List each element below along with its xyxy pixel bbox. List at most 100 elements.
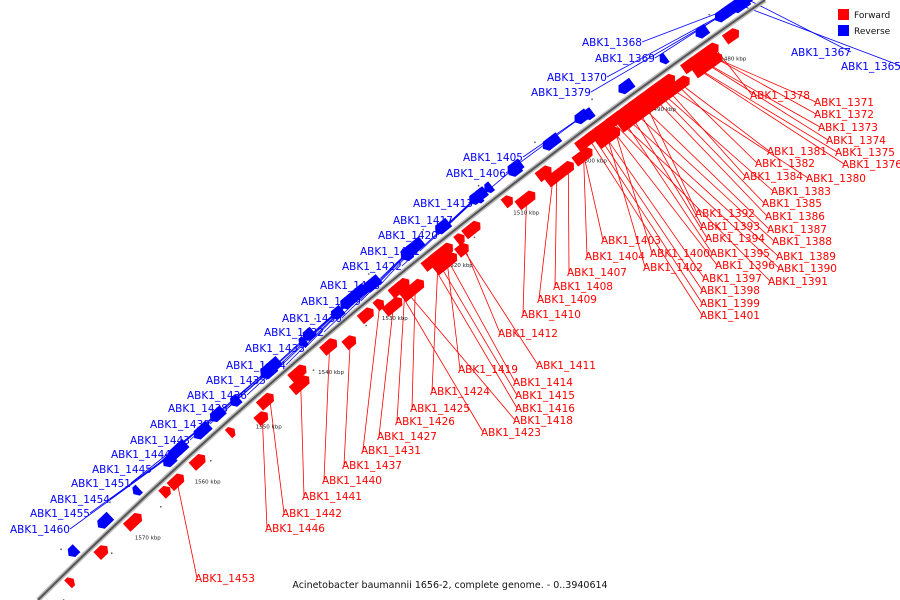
forward-gene-arrow xyxy=(686,56,699,70)
reverse-gene-arrow xyxy=(484,181,495,194)
gene-label: ABK1_1378 xyxy=(750,90,810,102)
gene-label: ABK1_1413 xyxy=(413,198,473,210)
gene-label: ABK1_1372 xyxy=(814,109,874,121)
forward-gene-arrow xyxy=(381,296,403,317)
gene-label: ABK1_1428 xyxy=(320,280,380,292)
forward-gene-arrow xyxy=(454,242,469,258)
minor-mark xyxy=(109,501,111,504)
legend: Forward Reverse xyxy=(838,9,891,37)
gene-label: ABK1_1423 xyxy=(481,427,541,439)
forward-gene-arrow xyxy=(395,281,406,293)
leader-line xyxy=(583,155,588,257)
leader-line xyxy=(269,397,285,514)
leader-line xyxy=(637,115,775,242)
leader-line xyxy=(176,480,198,579)
forward-gene-arrow xyxy=(166,473,185,492)
gene-label: ABK1_1432 xyxy=(264,327,324,339)
legend-label-reverse: Reverse xyxy=(854,27,891,37)
gene-label: ABK1_1417 xyxy=(393,215,453,227)
gene-label: ABK1_1368 xyxy=(582,37,642,49)
reverse-gene-arrow xyxy=(435,217,453,235)
leader-line xyxy=(606,138,705,279)
leader-line xyxy=(670,78,758,164)
minor-mark xyxy=(649,55,652,58)
leader-line xyxy=(625,123,713,254)
forward-gene-arrow xyxy=(122,512,143,532)
minor-mark xyxy=(159,505,162,508)
forward-gene-arrow xyxy=(224,427,236,439)
gene-label: ABK1_1441 xyxy=(302,491,362,503)
forward-gene-arrow xyxy=(571,147,593,167)
gene-label: ABK1_1397 xyxy=(702,273,762,285)
gene-label: ABK1_1396 xyxy=(715,260,775,272)
gene-label: ABK1_1439 xyxy=(150,419,210,431)
reverse-gene-arrow xyxy=(618,77,636,95)
reverse-gene-arrow xyxy=(508,162,524,177)
leader-line xyxy=(430,261,518,409)
gene-label: ABK1_1401 xyxy=(700,310,760,322)
leader-line xyxy=(706,52,817,115)
tick-label: 1500 kbp xyxy=(581,159,607,165)
legend-swatch-forward xyxy=(838,9,849,20)
leader-line xyxy=(698,58,829,141)
forward-gene-arrow xyxy=(158,485,171,499)
backbone-line xyxy=(37,0,766,600)
gene-label: ABK1_1404 xyxy=(585,251,645,263)
leader-line xyxy=(447,260,516,383)
gene-label: ABK1_1431 xyxy=(361,445,421,457)
leader-line xyxy=(596,132,703,291)
reverse-gene-arrow xyxy=(714,6,732,23)
forward-gene-arrow xyxy=(609,110,625,126)
forward-gene-arrow xyxy=(287,364,307,384)
leader-line xyxy=(343,341,351,466)
gene-label: ABK1_1382 xyxy=(755,158,815,170)
gene-label: ABK1_1394 xyxy=(705,233,765,245)
gene-label: ABK1_1393 xyxy=(700,221,760,233)
forward-gene-arrow xyxy=(255,395,271,411)
gene-label: ABK1_1435 xyxy=(206,375,266,387)
forward-gene-arrow xyxy=(574,140,585,152)
forward-gene-arrow xyxy=(721,28,739,45)
gene-label: ABK1_1365 xyxy=(841,61,900,73)
gene-label: ABK1_1369 xyxy=(595,53,655,65)
reverse-gene-arrow xyxy=(168,442,186,460)
leader-line xyxy=(680,83,770,152)
gene-label: ABK1_1392 xyxy=(695,208,755,220)
leader-line xyxy=(656,100,768,217)
tick-label: 1520 kbp xyxy=(447,263,473,269)
gene-label: ABK1_1442 xyxy=(282,508,342,520)
gene-label: ABK1_1444 xyxy=(111,449,171,461)
gene-label: ABK1_1370 xyxy=(547,72,607,84)
forward-gene-arrow xyxy=(500,195,513,209)
leader-line xyxy=(611,121,653,254)
leader-line xyxy=(209,334,309,425)
leader-line xyxy=(737,3,900,67)
gene-label: ABK1_1367 xyxy=(791,47,851,59)
reverse-gene-arrow xyxy=(574,110,589,125)
reverse-gene-arrow xyxy=(298,336,309,348)
minor-mark xyxy=(473,236,476,239)
forward-gene-arrow xyxy=(644,81,664,100)
leader-line xyxy=(246,301,348,396)
gene-label: ABK1_1422 xyxy=(342,261,402,273)
reverse-gene-arrow xyxy=(542,132,563,151)
minor-mark xyxy=(534,141,536,144)
gene-label: ABK1_1380 xyxy=(806,173,866,185)
minor-mark xyxy=(365,324,368,327)
leader-line xyxy=(462,248,539,366)
forward-gene-arrow xyxy=(324,338,338,352)
forward-gene-arrow xyxy=(253,411,269,427)
reverse-gene-arrow xyxy=(209,405,227,423)
gene-label: ABK1_1390 xyxy=(777,263,837,275)
gene-label: ABK1_1385 xyxy=(762,198,822,210)
gene-label: ABK1_1408 xyxy=(553,281,613,293)
gene-label: ABK1_1421 xyxy=(360,246,420,258)
gene-label: ABK1_1389 xyxy=(776,251,836,263)
leader-line xyxy=(588,138,703,316)
leader-line xyxy=(664,95,774,192)
reverse-gene-arrow xyxy=(330,304,346,320)
leader-line xyxy=(635,104,703,227)
gene-label: ABK1_1373 xyxy=(818,122,878,134)
reverse-gene-arrow xyxy=(583,107,596,121)
leader-line xyxy=(69,451,176,530)
